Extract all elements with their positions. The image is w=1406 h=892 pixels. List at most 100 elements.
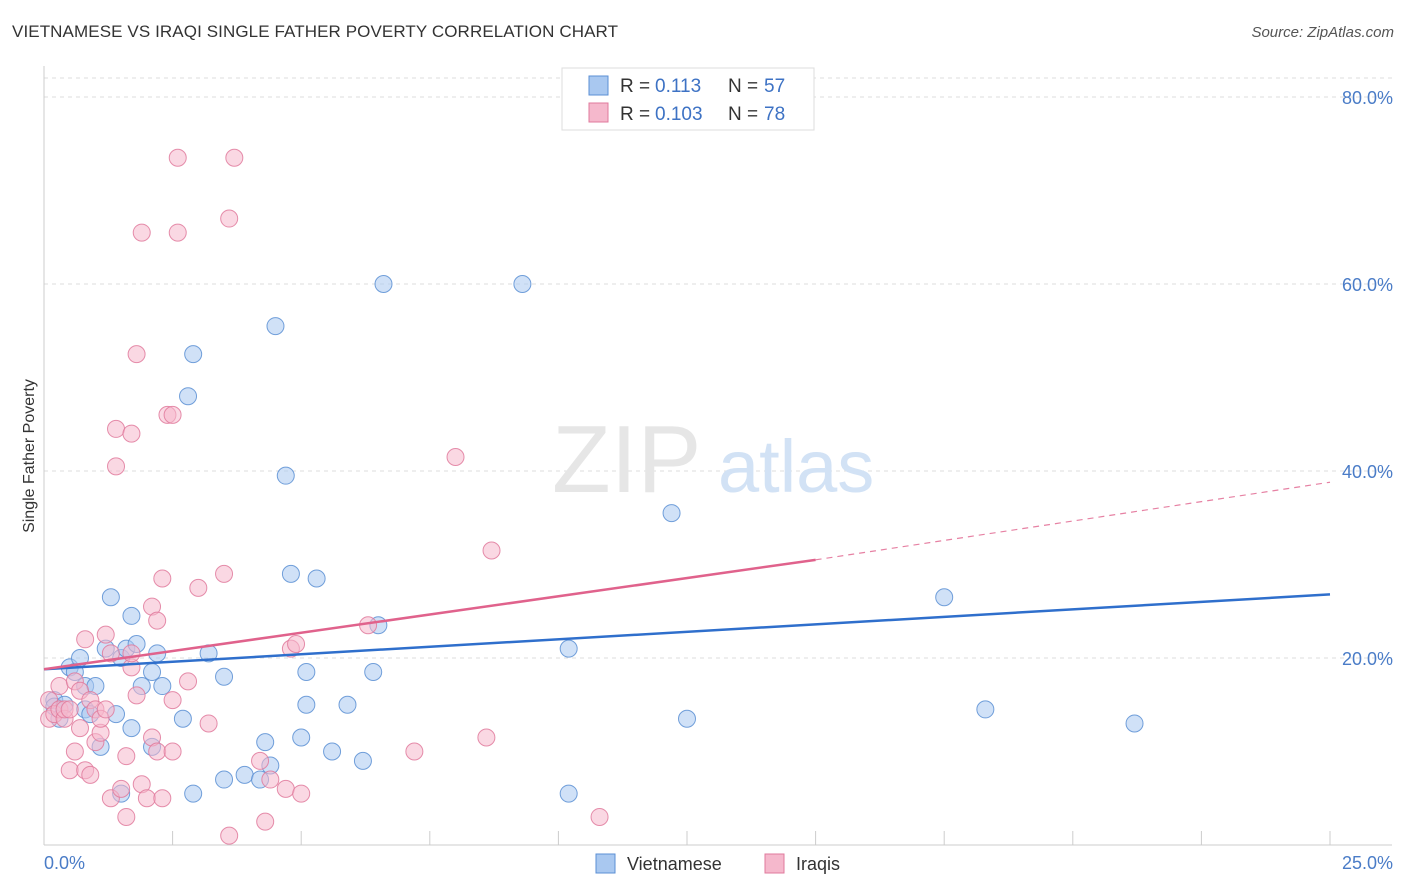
vietnamese-point: [101, 588, 120, 607]
iraqis-point: [225, 148, 244, 167]
y-tick-label: 40.0%: [1342, 462, 1393, 482]
vietnamese-point: [353, 751, 372, 770]
y-tick-label: 20.0%: [1342, 649, 1393, 669]
vietnamese-point: [935, 588, 954, 607]
iraqis-point: [117, 807, 136, 826]
iraqis-point: [148, 611, 167, 630]
correlation-legend: R = 0.113 N = 57 R = 0.103 N = 78: [561, 67, 815, 131]
legend-swatch-vietnamese-bottom: [595, 853, 616, 874]
iraqis-point: [153, 789, 172, 808]
grid-lines: [44, 77, 1392, 659]
vietnamese-point: [215, 667, 234, 686]
vietnamese-point: [256, 733, 275, 752]
iraqis-point: [220, 209, 239, 228]
x-tick-label-min: 0.0%: [44, 853, 85, 873]
vietnamese-point: [662, 504, 681, 523]
vietnamese-point: [338, 695, 357, 714]
legend-label-iraqis: Iraqis: [796, 854, 840, 874]
iraqis-point: [215, 564, 234, 583]
vietnamese-point: [266, 317, 285, 336]
iraqis-point: [189, 578, 208, 597]
vietnamese-point: [678, 709, 696, 728]
iraqis-point: [251, 751, 270, 770]
vietnamese-point: [559, 639, 578, 658]
iraqis-point: [96, 625, 115, 644]
iraqis-point: [168, 223, 187, 242]
vietnamese-point: [184, 345, 203, 364]
vietnamese-point: [976, 700, 995, 719]
iraqis-point: [405, 742, 424, 761]
legend-n-value: 78: [764, 104, 785, 125]
iraqis-trend-line: [43, 558, 816, 671]
vietnamese-point: [364, 663, 383, 682]
iraqis-point: [132, 223, 151, 242]
series-iraqis-points: [40, 148, 609, 845]
iraqis-point: [60, 700, 79, 719]
vietnamese-point: [292, 728, 311, 747]
iraqis-point: [65, 742, 84, 761]
iraqis-point: [137, 789, 156, 808]
legend-n-value: 57: [764, 76, 785, 97]
iraqis-point: [81, 765, 100, 784]
iraqis-point: [276, 779, 295, 798]
series-legend: Vietnamese Iraqis: [595, 853, 840, 874]
iraqis-point: [163, 691, 182, 710]
vietnamese-point: [184, 784, 203, 803]
vietnamese-point: [374, 275, 393, 293]
trend-lines: [43, 481, 1331, 671]
iraqis-point: [107, 457, 126, 476]
y-tick-label: 60.0%: [1342, 275, 1393, 295]
vietnamese-point: [122, 719, 141, 738]
iraqis-trend-extension: [815, 481, 1331, 561]
iraqis-point: [168, 148, 187, 167]
vietnamese-point: [1125, 714, 1144, 733]
iraqis-point: [179, 672, 198, 691]
y-axis-label: Single Father Poverty: [21, 379, 38, 533]
legend-n-label: N =: [728, 76, 758, 97]
iraqis-point: [256, 812, 275, 831]
iraqis-point: [153, 569, 172, 588]
iraqis-point: [112, 779, 131, 798]
iraqis-point: [117, 747, 136, 766]
vietnamese-point: [559, 784, 578, 803]
iraqis-point: [261, 770, 280, 789]
vietnamese-point: [179, 387, 198, 406]
iraqis-point: [482, 541, 501, 560]
iraqis-point: [60, 761, 79, 780]
vietnamese-trend-line: [43, 593, 1331, 671]
iraqis-point: [127, 686, 146, 705]
iraqis-point: [199, 714, 218, 733]
watermark-atlas: atlas: [718, 425, 874, 508]
vietnamese-point: [122, 606, 141, 625]
iraqis-point: [122, 424, 141, 443]
iraqis-point: [446, 447, 465, 466]
vietnamese-point: [276, 466, 295, 485]
y-tick-label: 80.0%: [1342, 88, 1393, 108]
legend-swatch-iraqis: [588, 102, 609, 123]
vietnamese-point: [235, 765, 254, 784]
iraqis-point: [101, 644, 120, 663]
iraqis-point: [71, 719, 90, 738]
vietnamese-point: [307, 569, 326, 588]
iraqis-point: [163, 742, 182, 761]
iraqis-point: [127, 345, 146, 364]
iraqis-point: [477, 728, 496, 747]
legend-r-label: R =: [620, 76, 650, 97]
iraqis-point: [107, 419, 126, 438]
legend-n-label: N =: [728, 104, 758, 125]
source-credit: Source: ZipAtlas.com: [1251, 24, 1394, 41]
watermark-zip: ZIP: [552, 406, 701, 513]
legend-r-value: 0.113: [655, 76, 701, 97]
legend-label-vietnamese: Vietnamese: [627, 854, 722, 874]
iraqis-point: [122, 644, 141, 663]
chart-title: VIETNAMESE VS IRAQI SINGLE FATHER POVERT…: [12, 22, 619, 41]
zipatlas-watermark: ZIP atlas: [552, 406, 874, 513]
vietnamese-point: [215, 770, 234, 789]
legend-swatch-iraqis-bottom: [764, 853, 785, 874]
vietnamese-point: [143, 663, 162, 682]
legend-swatch-vietnamese: [588, 75, 609, 96]
vietnamese-point: [153, 677, 172, 696]
vietnamese-point: [297, 695, 316, 714]
iraqis-point: [96, 700, 115, 719]
vietnamese-point: [173, 709, 192, 728]
